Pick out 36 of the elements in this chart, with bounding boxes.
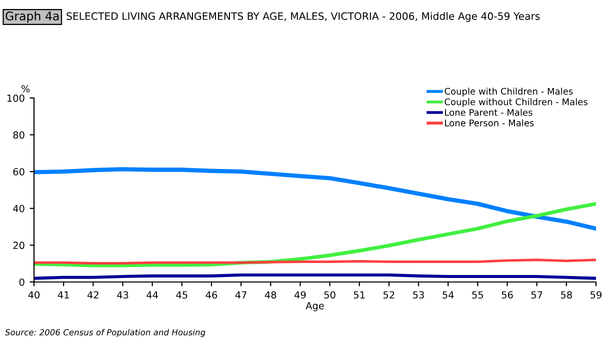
y-tick-label: 20 xyxy=(13,242,24,250)
x-tick-label: 53 xyxy=(413,291,424,299)
source-note: Source: 2006 Census of Population and Housing xyxy=(5,328,206,338)
y-tick-label: 80 xyxy=(13,131,24,139)
x-tick-label: 58 xyxy=(560,291,572,299)
x-tick-label: 57 xyxy=(531,291,542,299)
x-tick-label: 42 xyxy=(87,291,98,298)
x-tick-label: 51 xyxy=(354,291,365,299)
x-tick-label: 46 xyxy=(206,291,218,299)
chart-title: SELECTED LIVING ARRANGEMENTS BY AGE, MALES, VICTORIA - 2006, Middle Age 40-59 Years xyxy=(66,12,540,22)
x-tick-label: 48 xyxy=(264,291,276,299)
x-tick-label: 50 xyxy=(324,291,336,299)
line-series xyxy=(34,167,596,231)
x-axis-title: Age xyxy=(306,302,324,312)
x-tick-label: 41 xyxy=(58,291,69,298)
x-tick-label: 44 xyxy=(146,291,158,298)
x-tick-label: 59 xyxy=(590,291,602,299)
legend-label: Couple without Children - Males xyxy=(444,98,588,108)
y-tick-label: 0 xyxy=(19,278,24,286)
x-tick-label: 47 xyxy=(235,291,246,298)
x-tick-label: 56 xyxy=(502,291,513,299)
legend-label: Couple with Children - Males xyxy=(444,88,573,96)
x-tick-label: 49 xyxy=(294,291,306,299)
x-tick-label: 45 xyxy=(176,291,188,299)
y-axis-title: % xyxy=(21,85,30,92)
x-tick-label: 52 xyxy=(384,291,394,299)
x-tick-label: 43 xyxy=(117,291,128,299)
y-tick-label: 40 xyxy=(13,204,24,212)
caption: Graph 4a xyxy=(6,11,59,23)
legend-label: Lone Person - Males xyxy=(445,119,534,126)
x-tick-label: 54 xyxy=(442,291,454,299)
y-tick-label: 100 xyxy=(7,94,24,102)
x-tick-label: 55 xyxy=(472,291,484,299)
x-tick-label: 40 xyxy=(28,291,40,299)
y-tick-label: 60 xyxy=(13,168,24,176)
legend-label: Lone Parent - Males xyxy=(445,108,532,116)
